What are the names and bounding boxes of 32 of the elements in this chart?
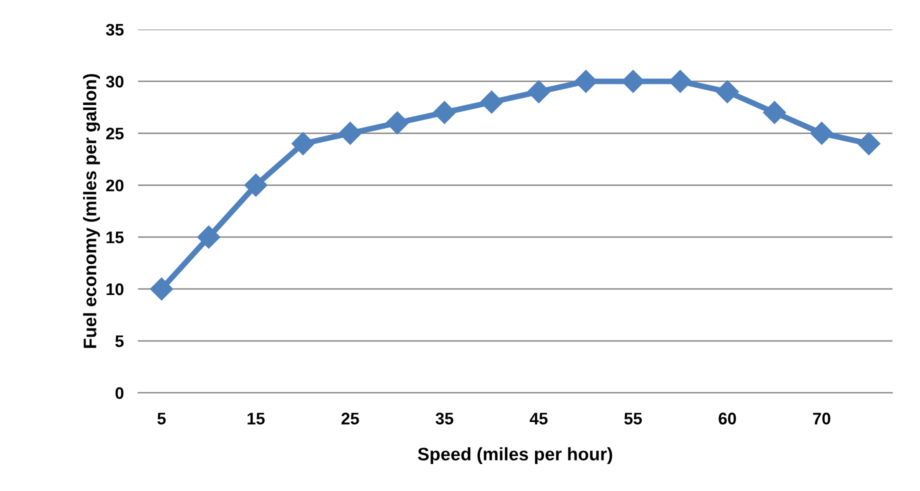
y-tick-label: 25: [106, 128, 124, 140]
y-tick-label: 0: [116, 387, 124, 400]
point: [432, 101, 456, 124]
y-tick-label: 30: [106, 76, 124, 88]
point: [244, 174, 268, 197]
y-tick-label: 5: [115, 335, 124, 348]
y-axis-title: Fuel economy (miles per gallon): [83, 74, 100, 348]
point: [857, 132, 880, 156]
point: [150, 277, 174, 300]
x-tick-label: 55: [624, 412, 642, 424]
point: [386, 111, 409, 134]
y-tick-label: 35: [106, 24, 124, 36]
point: [527, 80, 550, 104]
point: [480, 90, 504, 114]
point: [716, 80, 739, 104]
x-tick-label: 5: [157, 412, 166, 424]
x-tick-label: 60: [718, 412, 736, 424]
point: [763, 101, 786, 124]
point: [338, 122, 362, 145]
point: [810, 122, 834, 145]
x-tick-label: 35: [436, 412, 454, 425]
y-tick-label: 10: [106, 283, 124, 296]
x-tick-label: 15: [248, 412, 265, 424]
x-tick-label: 70: [813, 412, 830, 424]
x-axis-title: Speed (miles per hour): [418, 447, 612, 464]
y-tick-label: 15: [106, 232, 124, 244]
y-tick-label: 20: [106, 180, 124, 192]
x-tick-label: 25: [341, 412, 359, 424]
x-tick-label: 45: [530, 412, 548, 424]
point: [292, 132, 315, 156]
point: [574, 70, 598, 93]
point: [197, 226, 220, 249]
